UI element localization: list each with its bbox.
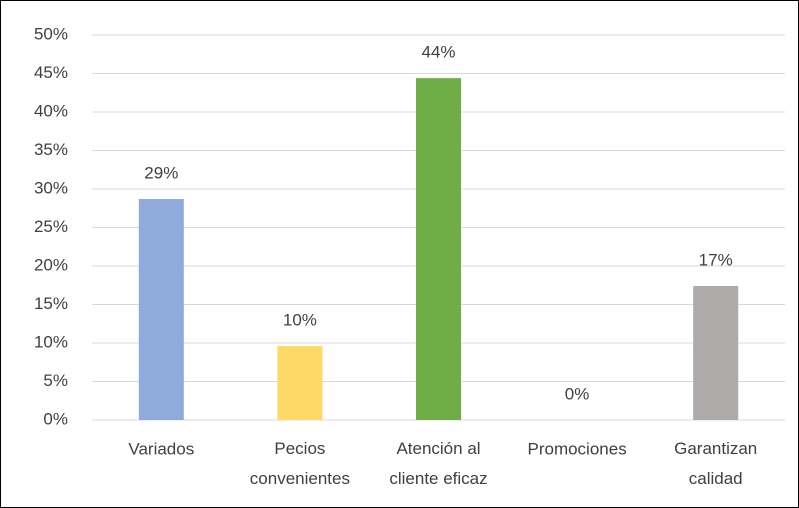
data-label: 44%	[421, 43, 455, 62]
data-label: 10%	[283, 311, 317, 330]
y-tick-label: 40%	[34, 101, 68, 120]
bar	[277, 346, 323, 420]
data-label: 17%	[699, 251, 733, 270]
x-tick-label: Garantizan calidad	[674, 439, 757, 488]
x-tick-label: Atención al cliente eficaz	[389, 439, 487, 488]
y-tick-label: 25%	[34, 217, 68, 236]
y-tick-label: 0%	[43, 409, 68, 428]
y-tick-label: 20%	[34, 255, 68, 274]
y-tick-label: 50%	[34, 24, 68, 43]
y-tick-label: 10%	[34, 332, 68, 351]
bar	[138, 199, 184, 420]
y-tick-label: 15%	[34, 294, 68, 313]
bar	[416, 78, 461, 421]
y-tick-label: 45%	[34, 63, 68, 82]
data-label: 0%	[565, 384, 590, 403]
x-tick-label: Variados	[128, 439, 194, 458]
x-tick-label: Pecios convenientes	[250, 439, 350, 488]
data-label: 29%	[144, 163, 178, 182]
y-tick-label: 5%	[43, 371, 68, 390]
x-tick-label: Promociones	[527, 439, 626, 458]
y-tick-label: 30%	[34, 178, 68, 197]
bar	[693, 286, 739, 420]
y-tick-label: 35%	[34, 140, 68, 159]
